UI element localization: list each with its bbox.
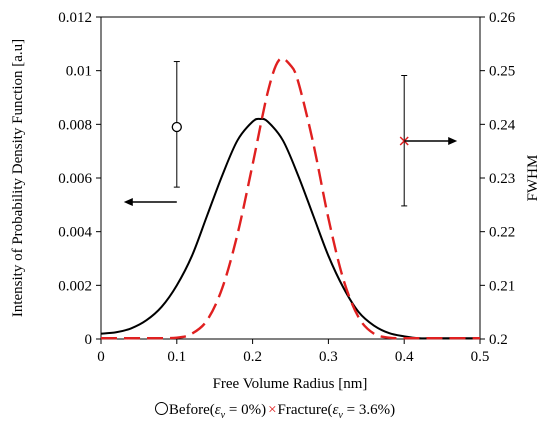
x-axis-ticks: 0 0.1 0.2 0.3 0.4 0.5 xyxy=(97,339,489,365)
markers xyxy=(123,61,458,207)
x-tick-label: 0 xyxy=(97,349,105,365)
x-marker-icon: × xyxy=(268,402,277,418)
x-tick-label: 0.2 xyxy=(243,349,262,365)
left-arrowhead-icon xyxy=(123,198,133,207)
y-tick-label: 0.01 xyxy=(66,64,92,80)
y2-tick-label: 0.26 xyxy=(489,10,516,26)
strain-symbol: ε xyxy=(214,402,221,418)
y-axis-ticks: 0 0.002 0.004 0.006 0.008 0.01 0.012 xyxy=(58,10,101,348)
series-line-before xyxy=(100,117,480,340)
y2-tick-label: 0.23 xyxy=(489,171,515,187)
series-line-fracture xyxy=(100,57,480,340)
y2-tick-label: 0.2 xyxy=(489,332,508,348)
y2-tick-label: 0.24 xyxy=(489,117,516,133)
y-tick-label: 0.006 xyxy=(58,171,92,187)
y-tick-label: 0 xyxy=(85,332,93,348)
y2-axis-ticks: 0.2 0.21 0.22 0.23 0.24 0.25 0.26 xyxy=(480,10,516,348)
strain-subscript: v xyxy=(220,410,226,421)
y2-tick-label: 0.25 xyxy=(489,64,515,80)
y2-axis-label: FWHM xyxy=(525,155,541,202)
right-arrowhead-icon xyxy=(448,136,458,145)
x-axis-label: Free Volume Radius [nm] xyxy=(213,376,368,392)
y-axis-label: Intensity of Probability Density Functio… xyxy=(10,39,26,317)
x-tick-label: 0.5 xyxy=(471,349,490,365)
legend-fracture-label: Fracture( xyxy=(277,402,333,418)
x-tick-label: 0.3 xyxy=(319,349,338,365)
y2-tick-label: 0.22 xyxy=(489,225,515,241)
legend-fracture-condition: = 3.6%) xyxy=(342,402,396,418)
strain-subscript: v xyxy=(338,410,343,421)
x-tick-label: 0.4 xyxy=(395,349,414,365)
y-tick-label: 0.002 xyxy=(58,278,92,294)
legend-before-label: Before( xyxy=(168,402,215,418)
series-lines xyxy=(100,57,480,340)
y-tick-label: 0.008 xyxy=(58,117,92,133)
strain-symbol: ε xyxy=(332,402,339,418)
legend: Before(εv = 0%) ×Fracture(εv = 3.6%) xyxy=(0,402,550,421)
legend-before-condition: = 0%) xyxy=(225,402,267,418)
circle-marker-icon xyxy=(154,402,168,415)
y2-tick-label: 0.21 xyxy=(489,278,515,294)
marker-before xyxy=(171,121,182,133)
y-tick-label: 0.012 xyxy=(58,10,92,26)
y-tick-label: 0.004 xyxy=(58,225,92,241)
x-tick-label: 0.1 xyxy=(167,349,186,365)
